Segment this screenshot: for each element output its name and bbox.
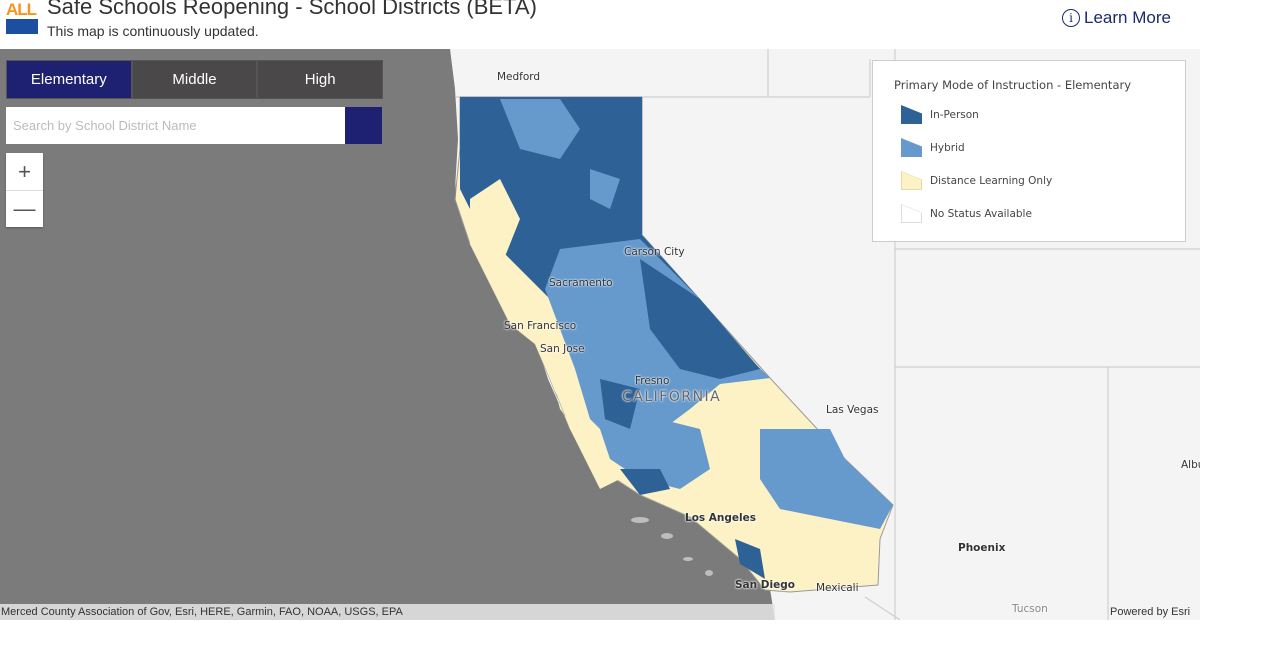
place-label: Fresno [635,375,670,387]
header: ALL Safe Schools Reopening - School Dist… [0,0,1200,48]
region-hybrid-desert [760,429,893,529]
region-inperson-south [600,379,765,579]
page-title: Safe Schools Reopening - School District… [47,0,537,19]
tab-middle[interactable]: Middle [132,61,257,98]
place-label: Las Vegas [826,404,879,416]
region-hybrid-central [545,239,770,449]
place-label: San Jose [540,343,585,355]
place-label: Mexicali [816,582,859,594]
tab-elementary[interactable]: Elementary [7,61,131,98]
place-label: Albu [1181,459,1200,471]
place-label: San Diego [735,579,795,591]
place-label: Carson City [624,246,685,258]
map-attribution: Merced County Association of Gov, Esri, … [0,604,775,620]
info-icon: i [1062,9,1080,27]
legend-label: No Status Available [930,207,1032,220]
region-hybrid-north [500,99,620,209]
swatch-in-person [901,105,922,124]
legend: Primary Mode of Instruction - Elementary… [872,60,1186,242]
place-label: Los Angeles [685,512,757,524]
place-label: Phoenix [958,542,1006,554]
search-bar [6,107,382,144]
legend-item-no-status: No Status Available [901,204,1032,223]
learn-more-link[interactable]: i Learn More [1062,8,1171,28]
learn-more-label: Learn More [1084,8,1171,27]
legend-item-distance: Distance Learning Only [901,171,1052,190]
powered-by-esri[interactable]: Powered by Esri [1110,606,1191,618]
legend-label: Hybrid [930,141,965,154]
legend-item-in-person: In-Person [901,105,979,124]
legend-item-hybrid: Hybrid [901,138,965,157]
page-subtitle: This map is continuously updated. [47,23,259,39]
swatch-no-status [901,204,922,223]
region-hybrid-south [600,419,710,489]
place-label: Sacramento [549,277,613,289]
search-input[interactable] [6,107,345,144]
place-label: Tucson [1012,603,1048,615]
place-label: Medford [497,71,541,83]
legend-label: Distance Learning Only [930,174,1053,187]
zoom-in-button[interactable]: + [18,158,31,184]
place-label: San Francisco [504,320,577,332]
zoom-control: + — [6,153,43,227]
region-yellow-coast [470,179,620,489]
zoom-out-button[interactable]: — [6,190,43,227]
tab-high[interactable]: High [258,61,383,98]
swatch-distance [901,171,922,190]
california-for-all-logo: ALL [6,0,40,40]
school-level-tabs: Elementary Middle High [6,60,383,99]
legend-title: Primary Mode of Instruction - Elementary [894,78,1132,92]
region-inperson-sierra [640,259,760,379]
search-button[interactable] [7,107,382,144]
map-view[interactable]: Medford Carson City Sacramento San Franc… [0,49,1200,620]
state-label: CALIFORNIA [622,389,722,405]
search-icon [7,108,22,123]
legend-label: In-Person [930,108,979,121]
swatch-hybrid [901,138,922,157]
